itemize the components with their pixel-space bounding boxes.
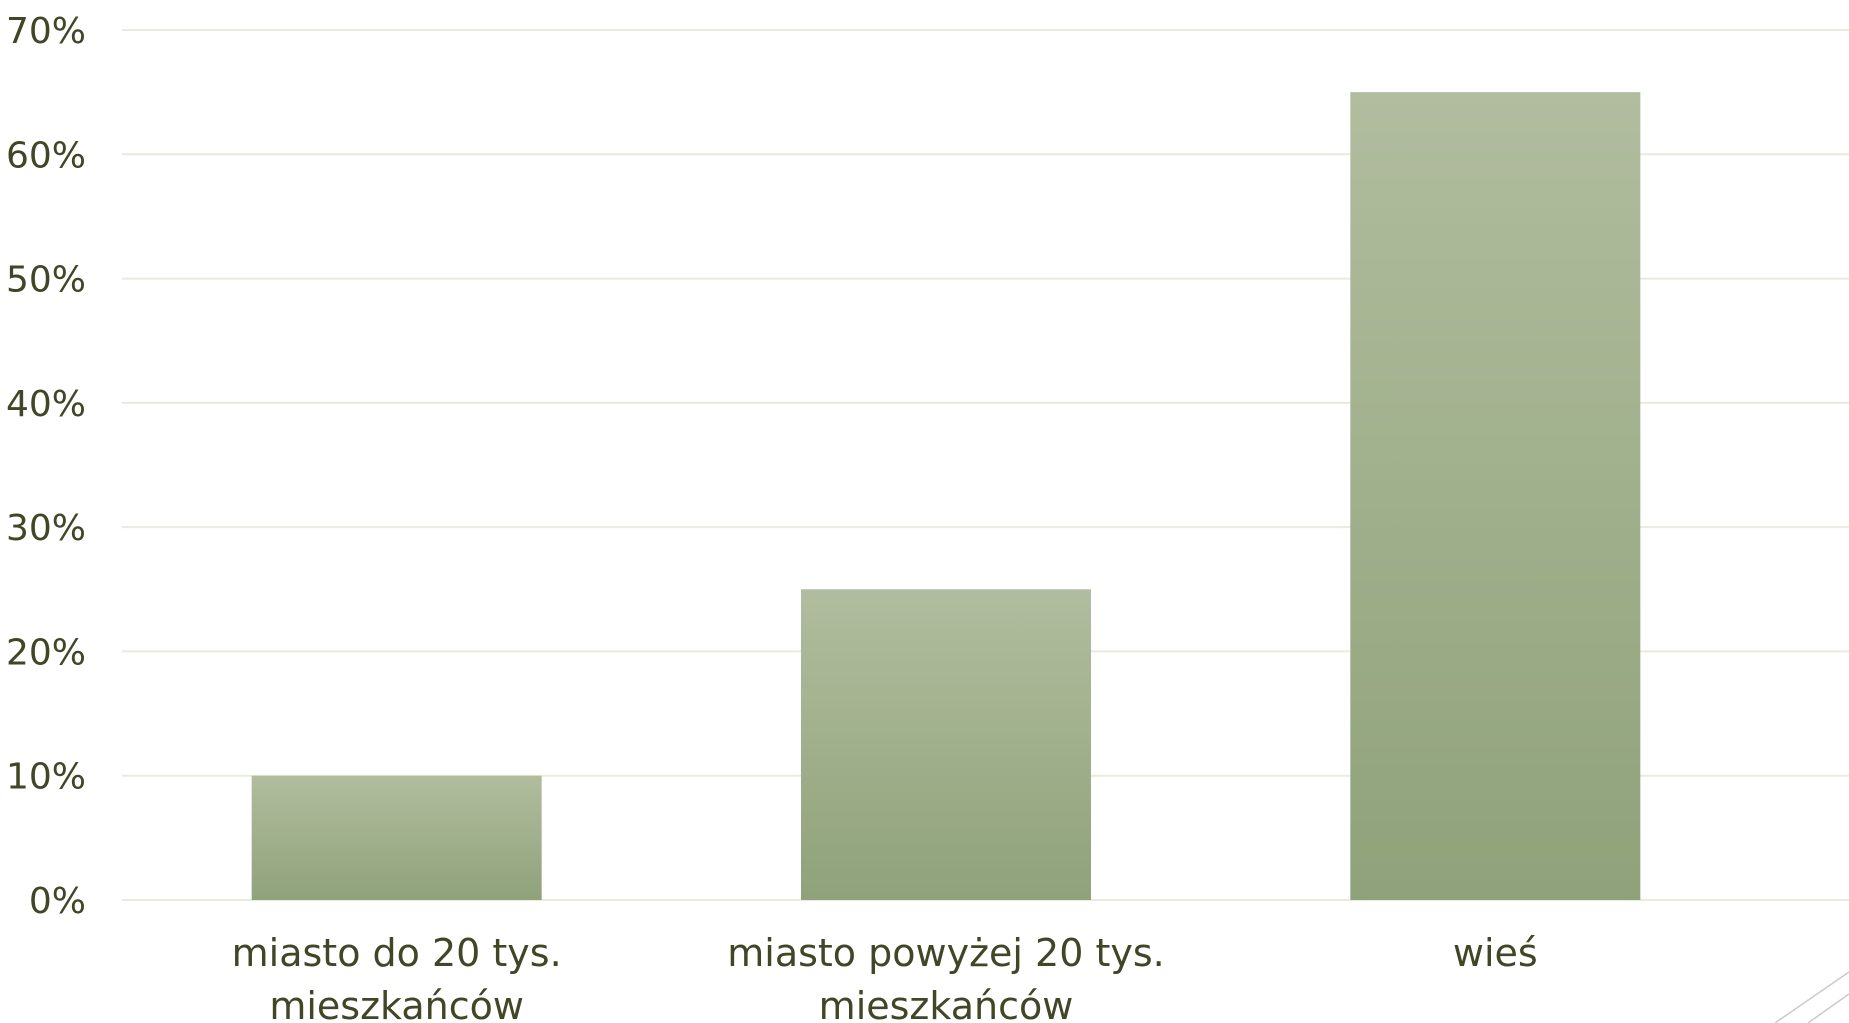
y-axis-tick-labels: 0% 10% 20% 30% 40% 50% 60% 70%	[6, 11, 86, 922]
corner-line	[1774, 971, 1849, 1023]
y-tick-label: 10%	[6, 757, 86, 798]
bar	[251, 775, 542, 900]
x-category-label: mieszkańców	[819, 984, 1074, 1023]
y-tick-label: 20%	[6, 632, 86, 673]
y-tick-label: 40%	[6, 384, 86, 425]
x-category-label: wieś	[1453, 931, 1538, 975]
x-category-label: mieszkańców	[269, 984, 524, 1023]
corner-line	[1807, 993, 1849, 1023]
y-tick-label: 70%	[6, 11, 86, 52]
bars	[251, 92, 1641, 900]
y-tick-label: 50%	[6, 260, 86, 301]
x-category-label: miasto powyżej 20 tys.	[727, 931, 1164, 975]
x-axis-category-labels: miasto do 20 tys. mieszkańców miasto powyż…	[232, 931, 1538, 1023]
bar	[801, 589, 1091, 900]
y-tick-label: 60%	[6, 135, 86, 176]
x-category-label: miasto do 20 tys.	[232, 931, 562, 975]
y-tick-label: 30%	[6, 508, 86, 549]
slide-corner-decoration	[1774, 971, 1849, 1023]
y-tick-label: 0%	[29, 881, 86, 922]
bar	[1350, 92, 1641, 900]
